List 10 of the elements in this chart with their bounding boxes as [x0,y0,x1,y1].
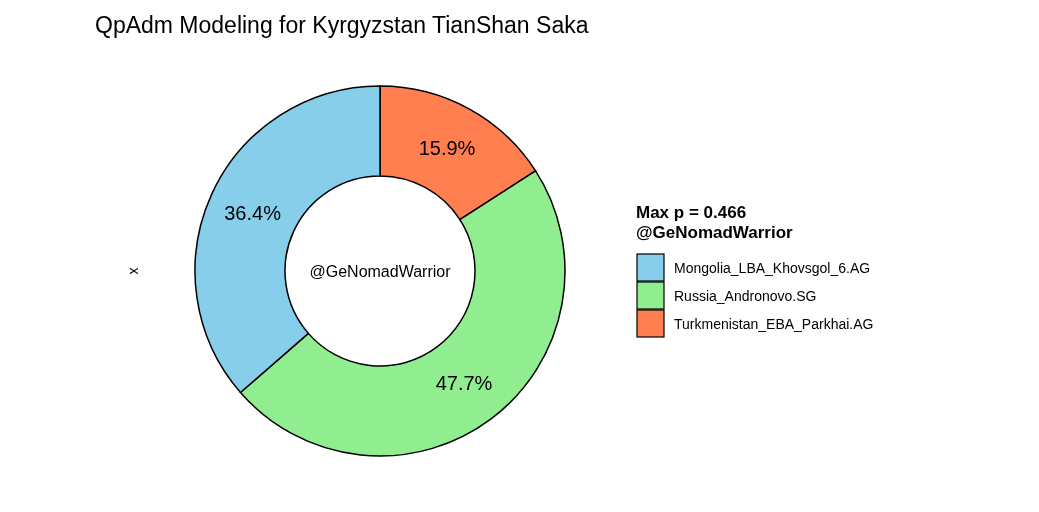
data-label: 47.7% [435,371,493,394]
legend-label: Mongolia_LBA_Khovsgol_6.AG [674,260,871,276]
text: x [125,267,141,275]
chart-title: QpAdm Modeling for Kyrgyzstan TianShan Saka [95,12,589,38]
legend-title: Max p = 0.466 @GeNomadWarrior [636,203,794,242]
data-label: 15.9% [418,137,476,160]
legend-label: Russia_Andronovo.SG [674,288,817,304]
legend-label: Turkmenistan_EBA_Parkhai.AG [674,316,874,332]
data-label: 36.4% [224,201,282,224]
text: @GeNomadWarrior [309,262,452,280]
